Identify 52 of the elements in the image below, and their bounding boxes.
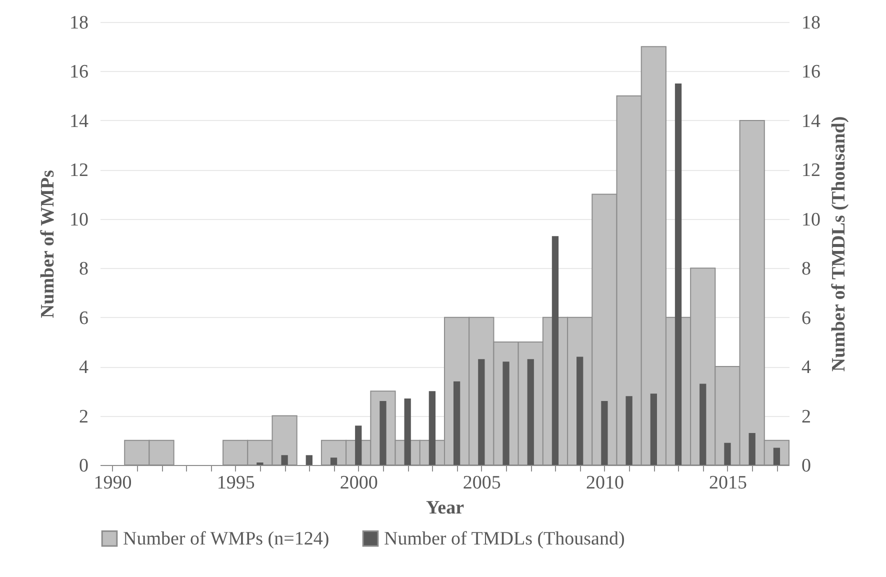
bar [552, 236, 559, 465]
y-tick-label: 4 [79, 357, 89, 378]
y-tick-label: 6 [79, 308, 88, 329]
y-tick-label: 18 [70, 12, 88, 34]
bar [527, 359, 534, 465]
x-tick-label: 1990 [94, 472, 132, 494]
x-tick-label: 2000 [340, 472, 378, 494]
bar [404, 398, 411, 465]
y-tick-label: 10 [70, 209, 88, 230]
x-tick-label: 2005 [462, 472, 501, 494]
y2-axis-title: Number of TMDLs (Thousand) [828, 116, 850, 372]
bar [626, 396, 632, 465]
y2-tick-label: 14 [802, 110, 821, 132]
bar [453, 381, 460, 465]
bar [478, 359, 485, 465]
bar [355, 426, 362, 465]
y-tick-label: 16 [70, 62, 88, 83]
y-tick-label: 8 [79, 258, 88, 280]
x-tick-label: 1995 [216, 472, 255, 494]
bar [428, 391, 436, 465]
legend-label: Number of WMPs (n=124) [123, 528, 330, 550]
y-tick-label: 0 [79, 456, 88, 476]
y2-tick-label: 4 [802, 357, 812, 378]
y2-tick-label: 12 [802, 160, 820, 182]
bar [576, 356, 584, 465]
y2-tick-label: 0 [802, 456, 811, 476]
y-axis-title: Number of WMPs [38, 170, 58, 318]
x-tick-label: 2015 [708, 472, 747, 494]
y-tick-label: 2 [79, 406, 88, 428]
y2-tick-label: 8 [802, 258, 811, 280]
bar [773, 448, 780, 465]
x-axis-title: Year [426, 498, 465, 518]
bar [724, 442, 731, 465]
bar [700, 384, 706, 465]
y-tick-label: 12 [70, 160, 88, 182]
y2-tick-label: 6 [802, 308, 811, 329]
x-tick-label: 2010 [586, 472, 624, 494]
bar [748, 433, 756, 465]
bar [601, 401, 608, 465]
bar [306, 455, 312, 465]
bar [380, 401, 386, 465]
bar [502, 362, 510, 465]
y2-tick-label: 18 [802, 12, 820, 34]
y-tick-label: 14 [70, 110, 89, 132]
y2-tick-label: 10 [802, 209, 820, 230]
y2-tick-label: 2 [802, 406, 811, 428]
bar [281, 455, 288, 465]
y2-tick-label: 16 [802, 62, 820, 83]
bar [674, 84, 682, 465]
bar [650, 394, 657, 465]
bar [330, 458, 338, 465]
legend-label: Number of TMDLs (Thousand) [384, 528, 625, 550]
